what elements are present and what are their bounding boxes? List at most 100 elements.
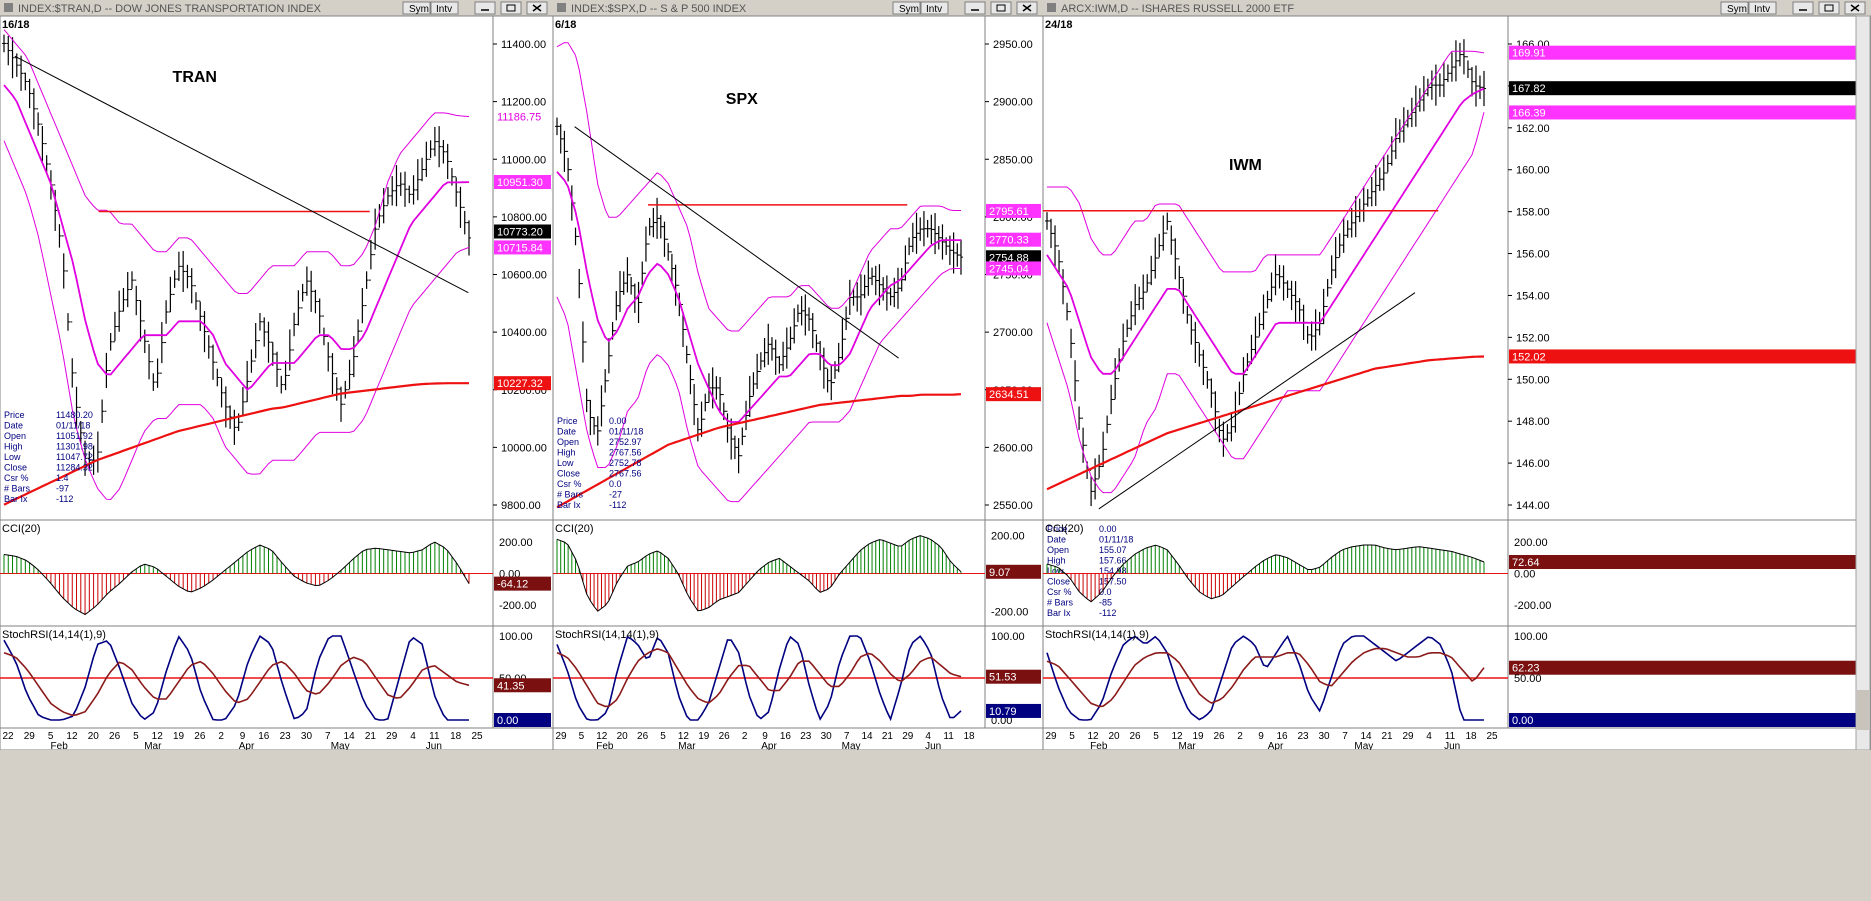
x-axis-day: 12 bbox=[678, 731, 690, 742]
cci-axis-label: 0.00 bbox=[1514, 569, 1535, 581]
x-axis-day: 19 bbox=[698, 731, 710, 742]
price-axis-label: 2850.00 bbox=[993, 154, 1033, 166]
price-axis-label: 2900.00 bbox=[993, 97, 1033, 109]
price-axis-label: 2950.00 bbox=[993, 39, 1033, 51]
x-axis-day: 16 bbox=[258, 731, 270, 742]
cci-tag bbox=[494, 576, 551, 591]
info-value: -97 bbox=[56, 484, 69, 494]
cci-axis-label: 200.00 bbox=[991, 531, 1025, 543]
price-tag bbox=[494, 376, 551, 391]
maximize-button[interactable] bbox=[990, 1, 1012, 15]
info-label: Close bbox=[1047, 577, 1070, 587]
stochrsi-label: StochRSI(14,14(1),9) bbox=[1045, 629, 1149, 641]
intv-button[interactable] bbox=[430, 1, 459, 15]
intv-button-label: Intv bbox=[436, 4, 452, 15]
x-axis-day: 5 bbox=[660, 731, 666, 742]
price-tag bbox=[1509, 105, 1869, 120]
cci-line bbox=[1046, 544, 1485, 603]
stochrsi-tag bbox=[986, 669, 1041, 684]
stochrsi-tag-value: 41.35 bbox=[497, 680, 525, 692]
price-axis-label: 11000.00 bbox=[501, 154, 546, 166]
price-axis-label: 146.00 bbox=[1516, 458, 1550, 470]
stochrsi-tag-value: 0.00 bbox=[1512, 715, 1533, 727]
info-label: Csr % bbox=[1047, 587, 1072, 597]
info-value: 01/11/18 bbox=[56, 421, 90, 431]
stochrsi-axis-label: 50.00 bbox=[1514, 673, 1542, 685]
stochrsi-tag bbox=[1509, 660, 1869, 675]
info-label: Low bbox=[557, 458, 574, 468]
info-value: 01/11/18 bbox=[609, 427, 643, 437]
close-icon bbox=[1850, 4, 1860, 12]
sym-button[interactable] bbox=[892, 1, 921, 15]
maximize-icon bbox=[506, 4, 516, 12]
stochrsi-tag bbox=[494, 713, 551, 727]
cci-axis-label: -200.00 bbox=[499, 600, 536, 612]
info-value: -85 bbox=[1099, 598, 1112, 608]
price-axis-label: 11200.00 bbox=[501, 97, 546, 109]
x-axis-day: 21 bbox=[1381, 731, 1393, 742]
x-axis-day: 26 bbox=[719, 731, 731, 742]
x-axis-day: 23 bbox=[1297, 731, 1309, 742]
intv-button[interactable] bbox=[1748, 1, 1777, 15]
chart-frame bbox=[552, 15, 1044, 751]
x-axis-day: 2 bbox=[1237, 731, 1243, 742]
x-axis-day: 18 bbox=[963, 731, 975, 742]
info-label: Bar Ix bbox=[557, 500, 581, 510]
maximize-icon bbox=[1824, 4, 1834, 12]
x-axis-day: 7 bbox=[325, 731, 331, 742]
maximize-button[interactable] bbox=[1818, 1, 1840, 15]
stochrsi-axis-label: 100.00 bbox=[1514, 631, 1548, 643]
middle-band-line bbox=[556, 171, 961, 423]
price-axis-label: 2700.00 bbox=[993, 327, 1033, 339]
x-axis-day: 20 bbox=[617, 731, 629, 742]
x-axis-month: Mar bbox=[1179, 741, 1197, 752]
x-axis-day: 16 bbox=[780, 731, 792, 742]
price-tag bbox=[494, 224, 551, 239]
cci-label: CCI(20) bbox=[1045, 523, 1084, 535]
maximize-icon bbox=[996, 4, 1006, 12]
info-label: Low bbox=[4, 452, 21, 462]
scrollbar-thumb[interactable] bbox=[1857, 690, 1869, 730]
info-value: -112 bbox=[609, 500, 626, 510]
x-axis-day: 29 bbox=[24, 731, 36, 742]
x-axis-month: May bbox=[331, 741, 350, 752]
minimize-button[interactable] bbox=[1792, 1, 1814, 15]
x-axis-day: 23 bbox=[280, 731, 292, 742]
price-tag bbox=[986, 232, 1041, 247]
x-axis-day: 14 bbox=[344, 731, 356, 742]
cci-axis-label: 200.00 bbox=[1514, 537, 1548, 549]
lower-band-line bbox=[556, 268, 961, 503]
info-value: 1.4 bbox=[56, 473, 69, 483]
price-axis-label: 10600.00 bbox=[501, 270, 547, 282]
price-tag-value: 10773.20 bbox=[497, 226, 543, 238]
x-axis-day: 2 bbox=[742, 731, 748, 742]
info-value: -27 bbox=[609, 490, 622, 500]
x-axis-day: 19 bbox=[1192, 731, 1204, 742]
cci-axis-label: -200.00 bbox=[991, 607, 1028, 619]
window-icon bbox=[557, 3, 566, 12]
x-axis-day: 21 bbox=[882, 731, 894, 742]
minimize-button[interactable] bbox=[964, 1, 986, 15]
200-day-ma-line bbox=[1046, 355, 1485, 491]
maximize-button[interactable] bbox=[500, 1, 522, 15]
trendline bbox=[1098, 292, 1416, 510]
upper-band-line bbox=[3, 29, 470, 294]
stochrsi-tag-value: 51.53 bbox=[989, 672, 1017, 684]
info-label: Close bbox=[557, 469, 580, 479]
info-value: 157.50 bbox=[1099, 577, 1127, 587]
info-value: 0.0 bbox=[609, 479, 622, 489]
info-label: High bbox=[4, 442, 23, 452]
info-label: # Bars bbox=[4, 484, 31, 494]
sym-button[interactable] bbox=[402, 1, 431, 15]
info-value: 01/11/18 bbox=[1099, 535, 1133, 545]
vertical-scrollbar[interactable] bbox=[1855, 15, 1871, 751]
x-axis-day: 25 bbox=[1486, 731, 1498, 742]
minimize-button[interactable] bbox=[474, 1, 496, 15]
intv-button[interactable] bbox=[920, 1, 949, 15]
sym-button[interactable] bbox=[1720, 1, 1749, 15]
sym-button-label: Sym bbox=[899, 4, 919, 15]
price-tag-value: 167.82 bbox=[1512, 83, 1546, 95]
info-label: Date bbox=[1047, 535, 1066, 545]
stochrsi-slow-line bbox=[3, 652, 470, 717]
x-axis-day: 12 bbox=[1087, 731, 1099, 742]
